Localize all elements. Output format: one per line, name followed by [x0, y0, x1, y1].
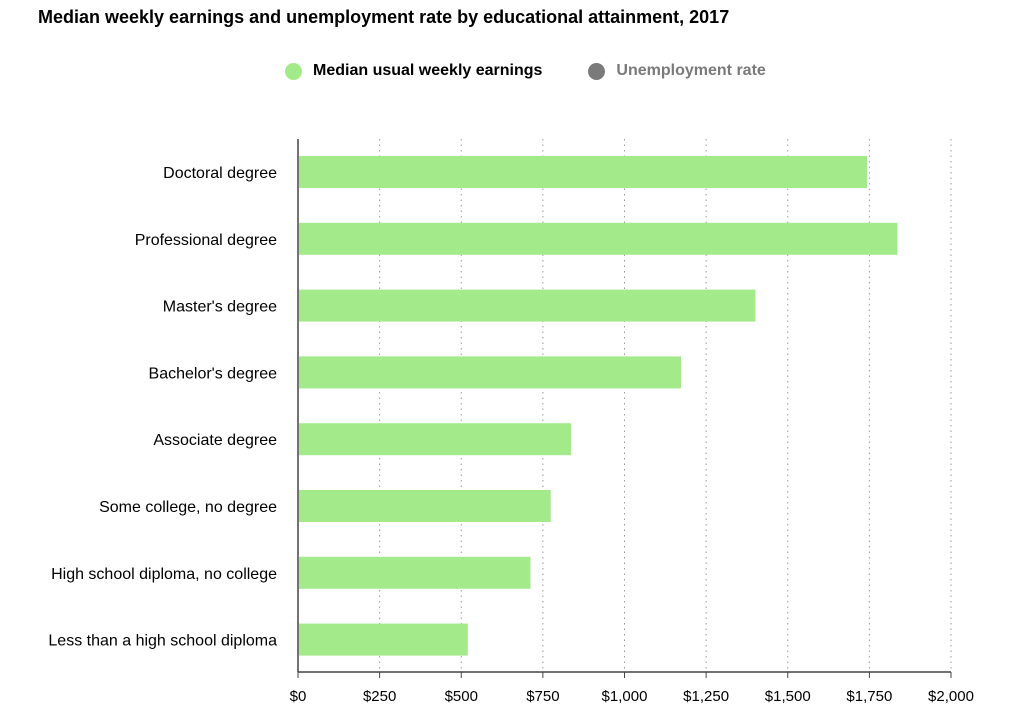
legend-item-earnings[interactable]: Median usual weekly earnings	[285, 62, 542, 80]
legend: Median usual weekly earnings Unemploymen…	[285, 62, 812, 80]
legend-swatch-unemployment	[588, 62, 606, 80]
category-label: Professional degree	[135, 232, 277, 249]
bar	[299, 156, 868, 188]
bar	[299, 289, 756, 322]
category-label: Less than a high school diploma	[48, 633, 277, 650]
bar	[299, 423, 571, 456]
x-tick-label: $0	[290, 688, 307, 705]
category-label: Doctoral degree	[163, 165, 277, 182]
x-tick-label: $500	[445, 688, 478, 705]
x-tick-label: $1,250	[683, 688, 729, 705]
x-tick-label: $750	[526, 688, 559, 705]
category-label: Master's degree	[163, 299, 277, 316]
bar	[299, 222, 898, 255]
bar	[299, 490, 551, 522]
legend-swatch-earnings	[285, 62, 302, 80]
x-tick-label: $250	[363, 688, 396, 705]
x-tick-label: $1,500	[765, 688, 811, 705]
x-tick-label: $2,000	[928, 688, 974, 705]
chart-title: Median weekly earnings and unemployment …	[38, 7, 730, 27]
bar	[299, 623, 468, 656]
bar	[299, 556, 531, 589]
legend-item-unemployment[interactable]: Unemployment rate	[588, 62, 766, 80]
x-tick-label: $1,000	[602, 688, 648, 705]
legend-label-unemployment: Unemployment rate	[616, 62, 766, 79]
category-label: Associate degree	[153, 432, 277, 449]
category-label: High school diploma, no college	[51, 566, 277, 583]
category-label: Some college, no degree	[99, 499, 277, 516]
bar	[299, 356, 681, 389]
x-tick-label: $1,750	[846, 688, 892, 705]
legend-label-earnings: Median usual weekly earnings	[313, 62, 543, 79]
category-label: Bachelor's degree	[149, 365, 278, 382]
